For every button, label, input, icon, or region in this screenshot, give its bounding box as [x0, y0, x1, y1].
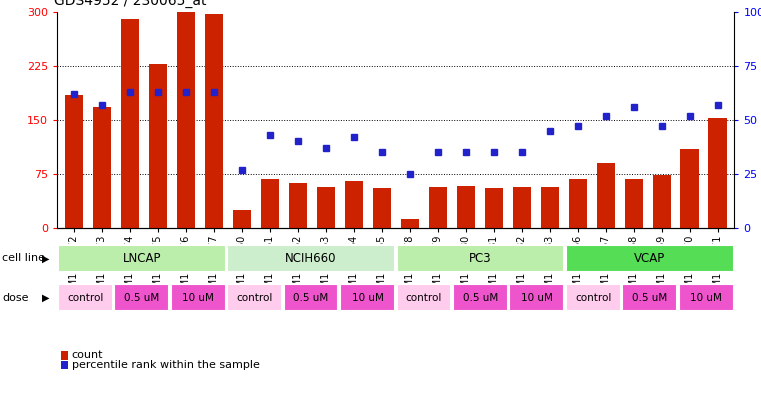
Bar: [93, 107, 111, 228]
Bar: [509, 285, 564, 311]
Bar: [148, 64, 167, 228]
Text: cell line: cell line: [2, 253, 46, 263]
Bar: [708, 118, 727, 228]
Bar: [453, 285, 508, 311]
Text: PC3: PC3: [469, 252, 492, 265]
Text: control: control: [237, 293, 272, 303]
Bar: [485, 188, 503, 228]
Bar: [400, 219, 419, 228]
Text: 10 uM: 10 uM: [352, 293, 384, 303]
Text: 10 uM: 10 uM: [182, 293, 214, 303]
Text: dose: dose: [2, 293, 29, 303]
Bar: [396, 285, 451, 311]
Bar: [340, 285, 395, 311]
Bar: [566, 245, 734, 272]
Text: control: control: [67, 293, 103, 303]
Bar: [566, 285, 621, 311]
Text: ▶: ▶: [42, 293, 49, 303]
Bar: [457, 186, 475, 228]
Bar: [428, 187, 447, 228]
Bar: [228, 285, 282, 311]
Bar: [65, 95, 83, 228]
Bar: [597, 163, 615, 228]
Bar: [228, 245, 395, 272]
Bar: [114, 285, 169, 311]
Bar: [540, 187, 559, 228]
Bar: [568, 179, 587, 228]
Bar: [622, 285, 677, 311]
Bar: [284, 285, 339, 311]
Bar: [288, 183, 307, 228]
Bar: [345, 181, 363, 228]
Bar: [261, 179, 279, 228]
Text: 0.5 uM: 0.5 uM: [294, 293, 329, 303]
Text: 0.5 uM: 0.5 uM: [632, 293, 667, 303]
Text: control: control: [406, 293, 442, 303]
Text: VCAP: VCAP: [634, 252, 665, 265]
Bar: [205, 14, 223, 228]
Bar: [317, 187, 335, 228]
Bar: [625, 179, 643, 228]
Text: control: control: [575, 293, 611, 303]
Text: LNCAP: LNCAP: [123, 252, 161, 265]
Text: 10 uM: 10 uM: [690, 293, 722, 303]
Text: percentile rank within the sample: percentile rank within the sample: [72, 360, 260, 370]
Text: 0.5 uM: 0.5 uM: [463, 293, 498, 303]
Text: 0.5 uM: 0.5 uM: [124, 293, 159, 303]
Bar: [680, 149, 699, 228]
Bar: [679, 285, 734, 311]
Bar: [513, 187, 530, 228]
Text: ▶: ▶: [42, 253, 49, 263]
Bar: [121, 19, 139, 228]
Bar: [373, 188, 391, 228]
Bar: [170, 285, 225, 311]
Bar: [177, 10, 195, 228]
Bar: [58, 285, 113, 311]
Text: GDS4952 / 230065_at: GDS4952 / 230065_at: [54, 0, 206, 8]
Text: 10 uM: 10 uM: [521, 293, 552, 303]
Bar: [58, 245, 225, 272]
Text: NCIH660: NCIH660: [285, 252, 337, 265]
Bar: [233, 210, 251, 228]
Text: count: count: [72, 350, 103, 360]
Bar: [652, 174, 670, 228]
Bar: [396, 245, 564, 272]
